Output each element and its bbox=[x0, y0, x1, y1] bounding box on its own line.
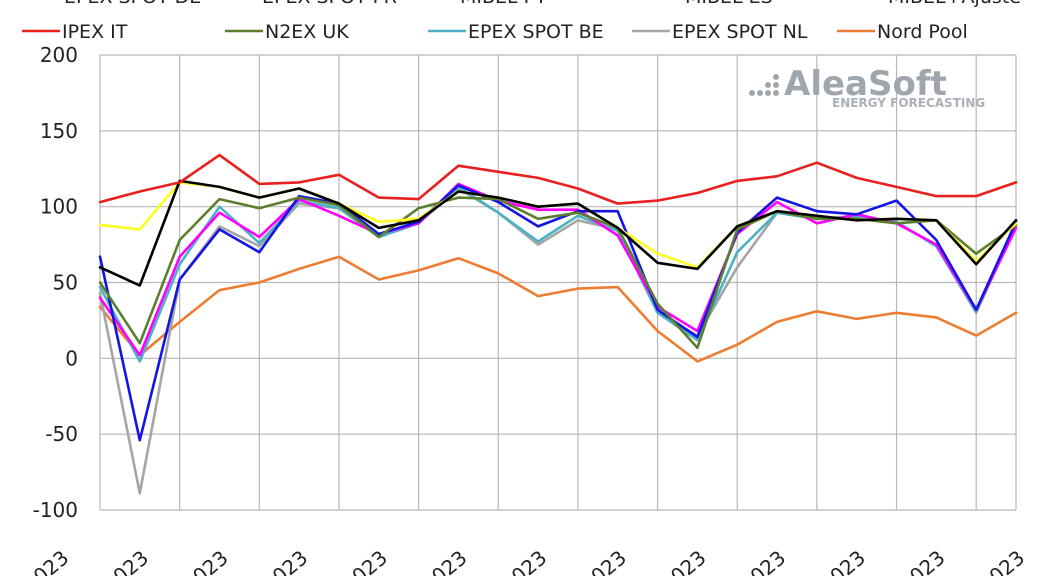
legend-entry: IPEX IT bbox=[62, 21, 128, 43]
x-tick-label: /2023 bbox=[412, 545, 472, 576]
x-tick-label: /2023 bbox=[651, 545, 711, 576]
series-line bbox=[98, 185, 1018, 363]
series-line bbox=[98, 187, 1018, 495]
legend-entry: Nord Pool bbox=[877, 21, 968, 43]
x-tick-label: /2023 bbox=[810, 545, 870, 576]
y-tick-label: 50 bbox=[53, 271, 78, 295]
legend-entry-partial: MIBEL+Ajuste bbox=[888, 0, 1021, 8]
series-lines bbox=[98, 153, 1018, 495]
aleasoft-logo: AleaSoft ENERGY FORECASTING bbox=[749, 64, 985, 110]
y-tick-label: 150 bbox=[40, 119, 78, 143]
series-line bbox=[98, 153, 1018, 205]
y-tick-label: 200 bbox=[40, 43, 78, 67]
legend-partial-top: EPEX SPOT DE EPEX SPOT FR MIBEL PT MIBEL ES… bbox=[64, 0, 1021, 8]
legend-entry: N2EX UK bbox=[265, 21, 349, 43]
series-line bbox=[98, 182, 1018, 357]
legend-entry: EPEX SPOT BE bbox=[468, 21, 604, 43]
x-tick-label: /2023 bbox=[890, 545, 950, 576]
grid-lines bbox=[99, 54, 1017, 511]
legend-entry-partial: EPEX SPOT DE bbox=[64, 0, 201, 8]
x-tick-label: /2023 bbox=[492, 545, 552, 576]
legend-entry: EPEX SPOT NL bbox=[672, 21, 808, 43]
x-tick-label: /2023 bbox=[173, 545, 233, 576]
series-line bbox=[98, 184, 1018, 442]
series-line bbox=[98, 255, 1018, 363]
x-axis-ticks: /2023/2023/2023/2023/2023/2023/2023/2023… bbox=[14, 545, 1030, 576]
x-tick-label: /2023 bbox=[332, 545, 392, 576]
y-tick-label: 0 bbox=[65, 346, 78, 370]
x-tick-label: /2023 bbox=[253, 545, 313, 576]
legend-entry-partial: MIBEL ES bbox=[685, 0, 773, 8]
logo-main-text: AleaSoft bbox=[784, 64, 947, 104]
x-tick-label: /2023 bbox=[731, 545, 791, 576]
legend-entry-partial: MIBEL PT bbox=[460, 0, 547, 8]
y-tick-label: -50 bbox=[45, 422, 78, 446]
y-tick-label: 100 bbox=[40, 195, 78, 219]
x-tick-label: /2023 bbox=[970, 545, 1030, 576]
x-tick-label: /2023 bbox=[571, 545, 631, 576]
series-line bbox=[98, 179, 1018, 287]
y-tick-label: -100 bbox=[33, 498, 78, 522]
logo-sub-text: ENERGY FORECASTING bbox=[832, 96, 985, 110]
legend-entry-partial: EPEX SPOT FR bbox=[262, 0, 397, 8]
legend: IPEX IT N2EX UK EPEX SPOT BE EPEX SPOT NL No… bbox=[22, 21, 968, 43]
y-axis-ticks: 200 150 100 50 0 -50 -100 bbox=[33, 43, 78, 522]
x-tick-label: /2023 bbox=[93, 545, 153, 576]
x-tick-label: /2023 bbox=[14, 545, 74, 576]
